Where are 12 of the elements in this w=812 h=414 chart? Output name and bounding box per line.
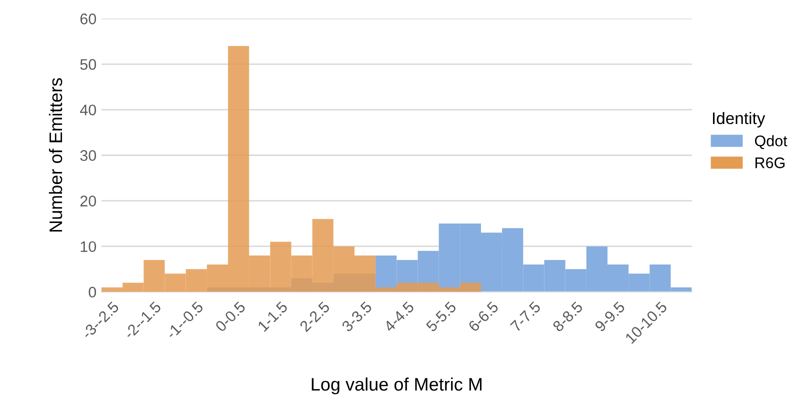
legend-label: Qdot — [754, 135, 788, 150]
y-tick-label: 10 — [80, 241, 96, 252]
y-tick-label: 60 — [80, 14, 96, 24]
y-tick-label: 50 — [80, 59, 96, 70]
y-axis-title: Number of Emitters — [48, 78, 62, 232]
y-tick-label: 30 — [80, 150, 96, 161]
y-tick-label: 40 — [80, 104, 96, 116]
y-tick-label: 0 — [88, 286, 96, 298]
legend-title: Identity — [713, 112, 766, 128]
legend-label: R6G — [756, 157, 785, 168]
x-axis-title: Log value of Metric M — [312, 377, 482, 394]
y-tick-label: 20 — [80, 196, 96, 206]
